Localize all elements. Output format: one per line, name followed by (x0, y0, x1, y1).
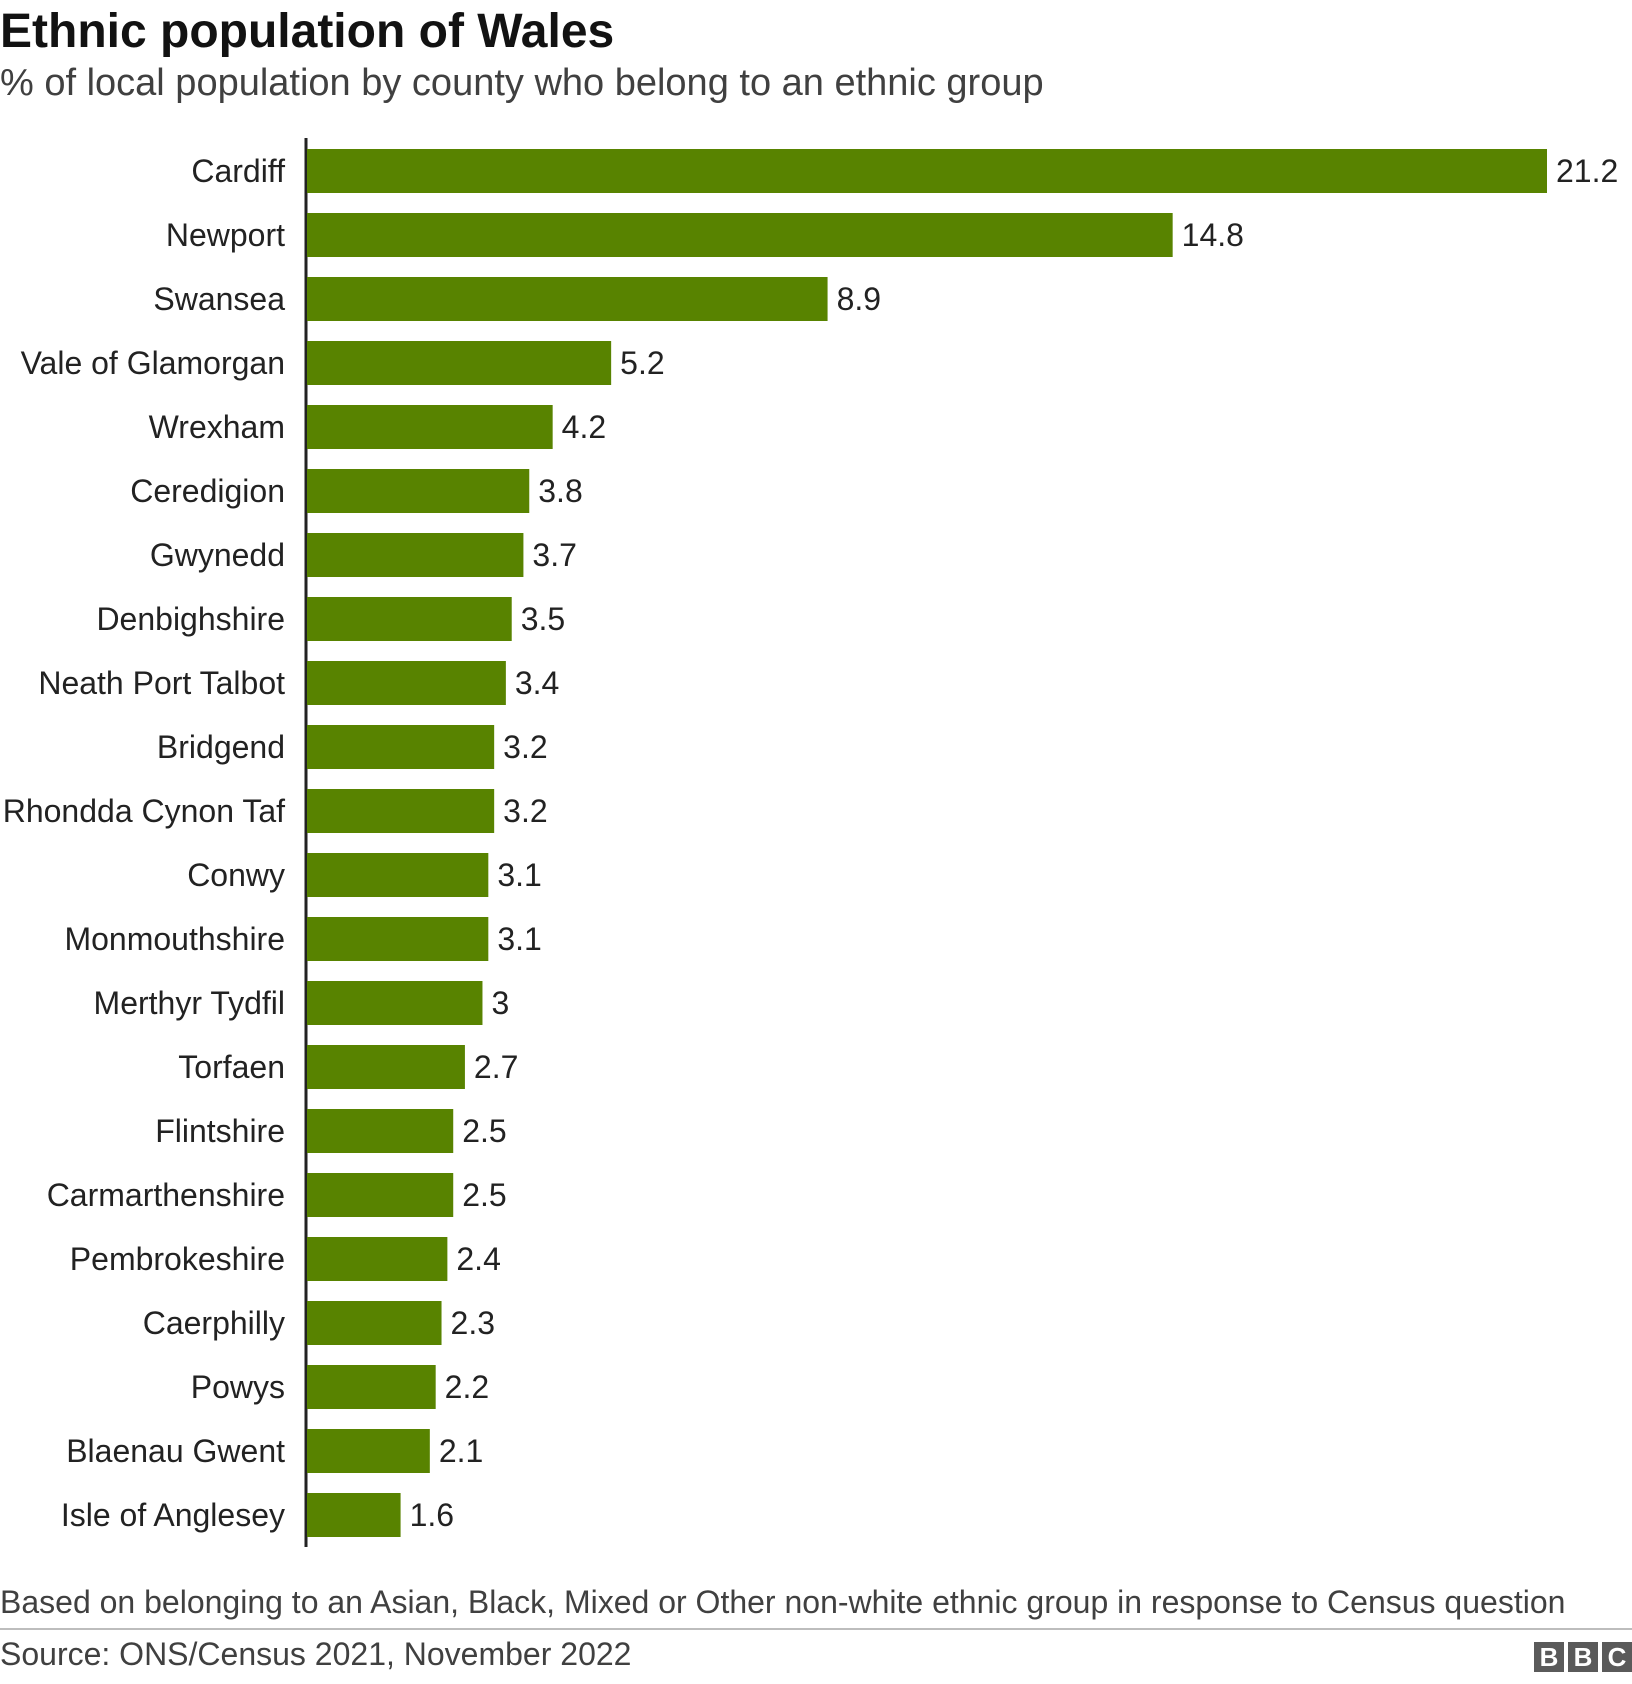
bar (307, 917, 489, 961)
value-label: 21.2 (1556, 153, 1618, 189)
value-label: 3.4 (515, 665, 559, 701)
bar (307, 661, 506, 705)
value-label: 2.1 (439, 1433, 483, 1469)
category-label: Ceredigion (130, 473, 285, 509)
value-label: 5.2 (620, 345, 664, 381)
bar (307, 341, 612, 385)
value-label: 2.7 (474, 1049, 518, 1085)
value-label: 2.5 (462, 1177, 506, 1213)
category-label: Denbighshire (96, 601, 285, 637)
bar (307, 853, 489, 897)
category-label: Conwy (187, 857, 285, 893)
value-label: 1.6 (410, 1497, 454, 1533)
category-label: Swansea (153, 281, 285, 317)
category-label: Pembrokeshire (70, 1241, 285, 1277)
value-label: 4.2 (562, 409, 606, 445)
value-label: 3.7 (532, 537, 576, 573)
bar (307, 981, 483, 1025)
category-label: Torfaen (178, 1049, 285, 1085)
category-label: Flintshire (155, 1113, 285, 1149)
bar-chart: Cardiff 21.2 Newport 14.8 Swansea 8.9 Vale of … (3, 138, 1618, 1547)
bar (307, 789, 495, 833)
bar (307, 1301, 442, 1345)
category-label: Bridgend (157, 729, 285, 765)
category-label: Vale of Glamorgan (21, 345, 285, 381)
value-label: 3.5 (521, 601, 565, 637)
category-label: Monmouthshire (64, 921, 285, 957)
bar (307, 597, 512, 641)
chart-title: Ethnic population of Wales (0, 5, 615, 58)
category-label: Neath Port Talbot (38, 665, 285, 701)
category-label: Gwynedd (150, 537, 285, 573)
bar (307, 1045, 465, 1089)
chart-footnote: Based on belonging to an Asian, Black, M… (0, 1584, 1566, 1620)
value-label: 3 (491, 985, 509, 1021)
bar (307, 1493, 401, 1537)
logo-letter: B (1534, 1642, 1564, 1672)
category-label: Isle of Anglesey (61, 1497, 285, 1533)
logo-letter: B (1568, 1642, 1598, 1672)
value-label: 3.2 (503, 729, 547, 765)
category-label: Merthyr Tydfil (94, 985, 285, 1021)
category-label: Cardiff (191, 153, 285, 189)
bar (307, 533, 524, 577)
bar (307, 405, 553, 449)
bar (307, 213, 1173, 257)
category-label: Newport (166, 217, 285, 253)
value-label: 3.1 (497, 921, 541, 957)
category-label: Caerphilly (143, 1305, 285, 1341)
value-label: 14.8 (1182, 217, 1244, 253)
category-label: Blaenau Gwent (66, 1433, 285, 1469)
value-label: 3.2 (503, 793, 547, 829)
bar (307, 277, 828, 321)
category-label: Powys (191, 1369, 285, 1405)
value-label: 2.4 (456, 1241, 500, 1277)
bar (307, 1173, 454, 1217)
bar (307, 149, 1547, 193)
category-label: Carmarthenshire (47, 1177, 285, 1213)
footer-divider (0, 1628, 1632, 1630)
logo-letter: C (1602, 1642, 1632, 1672)
value-label: 8.9 (837, 281, 881, 317)
bar (307, 1109, 454, 1153)
bbc-logo: B B C (1534, 1642, 1632, 1672)
value-label: 3.1 (497, 857, 541, 893)
bar (307, 469, 530, 513)
value-label: 2.3 (451, 1305, 495, 1341)
category-label: Rhondda Cynon Taf (3, 793, 285, 829)
value-label: 2.2 (445, 1369, 489, 1405)
bar (307, 1237, 448, 1281)
value-label: 2.5 (462, 1113, 506, 1149)
category-label: Wrexham (149, 409, 285, 445)
value-label: 3.8 (538, 473, 582, 509)
chart-subtitle: % of local population by county who belo… (0, 62, 1044, 104)
bar (307, 1365, 436, 1409)
bar (307, 1429, 430, 1473)
bar (307, 725, 495, 769)
chart-source: Source: ONS/Census 2021, November 2022 (0, 1636, 632, 1672)
